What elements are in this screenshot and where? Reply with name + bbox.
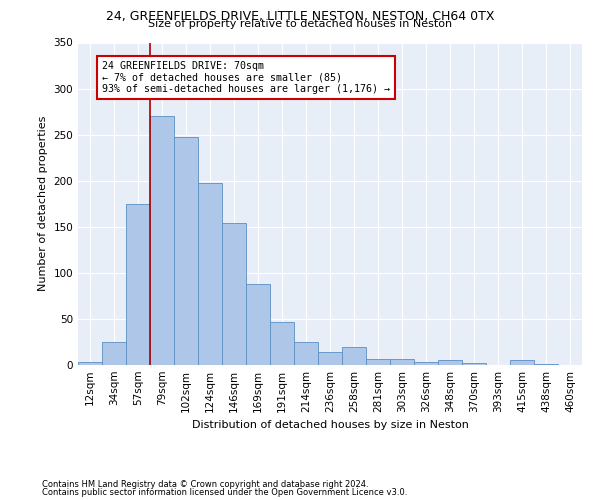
Bar bbox=[246, 284, 270, 365]
Bar bbox=[510, 360, 534, 365]
Bar bbox=[294, 342, 318, 365]
Bar bbox=[534, 364, 558, 365]
Bar bbox=[462, 363, 486, 365]
Y-axis label: Number of detached properties: Number of detached properties bbox=[38, 116, 48, 292]
Bar bbox=[414, 362, 438, 365]
Bar bbox=[270, 322, 294, 365]
Bar bbox=[438, 360, 462, 365]
X-axis label: Distribution of detached houses by size in Neston: Distribution of detached houses by size … bbox=[191, 420, 469, 430]
Bar bbox=[126, 204, 150, 365]
Bar bbox=[174, 138, 198, 365]
Text: 24 GREENFIELDS DRIVE: 70sqm
← 7% of detached houses are smaller (85)
93% of semi: 24 GREENFIELDS DRIVE: 70sqm ← 7% of deta… bbox=[102, 61, 390, 94]
Bar bbox=[150, 116, 174, 365]
Bar bbox=[366, 360, 390, 365]
Text: Size of property relative to detached houses in Neston: Size of property relative to detached ho… bbox=[148, 19, 452, 29]
Bar bbox=[342, 346, 366, 365]
Bar bbox=[78, 362, 102, 365]
Bar bbox=[198, 184, 222, 365]
Text: Contains HM Land Registry data © Crown copyright and database right 2024.: Contains HM Land Registry data © Crown c… bbox=[42, 480, 368, 489]
Text: 24, GREENFIELDS DRIVE, LITTLE NESTON, NESTON, CH64 0TX: 24, GREENFIELDS DRIVE, LITTLE NESTON, NE… bbox=[106, 10, 494, 23]
Bar bbox=[222, 223, 246, 365]
Bar bbox=[102, 342, 126, 365]
Text: Contains public sector information licensed under the Open Government Licence v3: Contains public sector information licen… bbox=[42, 488, 407, 497]
Bar bbox=[318, 352, 342, 365]
Bar bbox=[390, 358, 414, 365]
